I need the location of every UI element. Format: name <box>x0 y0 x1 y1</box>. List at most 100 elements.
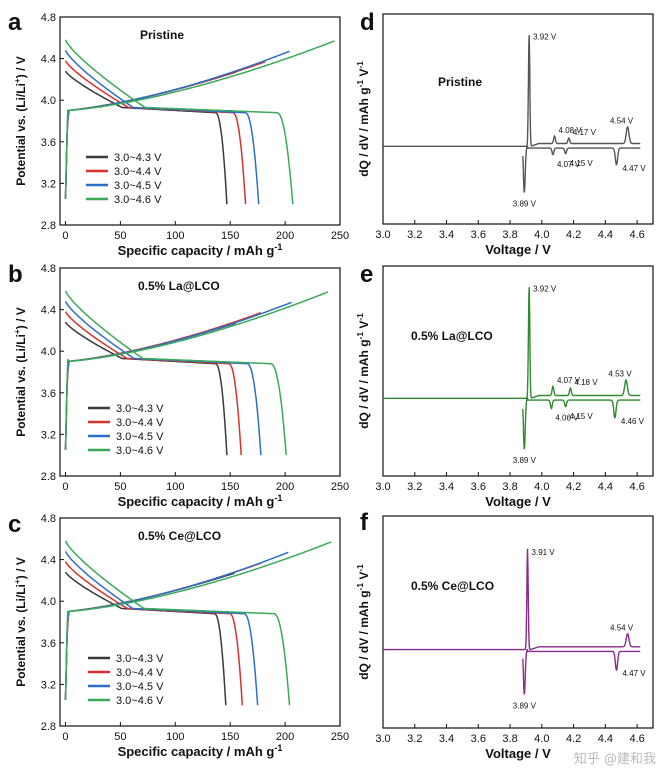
plot-frame <box>59 267 341 477</box>
x-axis-label-part: Specific capacity / mAh g <box>118 243 275 258</box>
panel-letter-d: d <box>360 9 375 36</box>
x-axis-label-part: -1 <box>274 493 282 503</box>
x-tick-label: 3.0 <box>375 733 390 745</box>
legend-label: 3.0~4.5 V <box>116 431 164 443</box>
x-tick-label: 50 <box>114 731 126 743</box>
peak-label: 4.06 V <box>555 414 579 423</box>
x-tick-label: 3.0 <box>375 229 390 241</box>
y-axis-label-part: Potential vs. (Li/Li <box>14 584 28 687</box>
peak-label: 4.47 V <box>622 164 646 173</box>
plot-frame <box>382 13 654 225</box>
x-axis-label-part: Voltage / V <box>485 242 551 257</box>
discharge-dqdv-curve <box>522 145 641 193</box>
y-axis-label-part: -1 <box>355 564 365 572</box>
sample-title: 0.5% Ce@LCO <box>411 579 494 593</box>
charge-curve-1 <box>64 60 266 200</box>
y-axis-label: Potential vs. (Li/Li+) / V <box>12 307 28 437</box>
panel-d: d 3.0 3.2 3.4 3.6 3.8 4.0 4.2 4.4 4.6 Voltage / V d… <box>355 9 654 257</box>
y-axis-label: Potential vs. (Li/Li+) / V <box>12 56 28 186</box>
y-axis-label-part: dQ / dV / mAh g <box>357 339 371 428</box>
x-tick-label: 4.2 <box>566 229 581 241</box>
x-axis-label-part: Specific capacity / mAh g <box>118 744 275 759</box>
x-axis-label: Specific capacity / mAh g-1 <box>118 493 283 509</box>
x-axis-label: Specific capacity / mAh g-1 <box>118 242 283 258</box>
y-tick-label: 4.0 <box>41 596 56 608</box>
x-tick-label: 3.8 <box>502 733 517 745</box>
y-axis-label-part: + <box>12 579 22 584</box>
y-axis-label-part: V <box>357 69 371 80</box>
peak-label: 3.89 V <box>513 701 537 710</box>
charge-curve-3 <box>64 40 335 200</box>
y-axis-label-part: -1 <box>355 313 365 321</box>
x-tick-label: 4.4 <box>598 229 613 241</box>
panel-letter-f: f <box>360 509 369 536</box>
legend-label: 3.0~4.3 V <box>114 152 162 164</box>
panel-c: c 0 50 100 150 200 250 2.8 3.2 3.6 4.0 4.4 4.8 Specif… <box>8 511 349 759</box>
x-axis-label-part: Voltage / V <box>485 494 551 509</box>
peak-label: 4.15 V <box>570 412 594 421</box>
x-tick-label: 200 <box>276 230 294 242</box>
x-tick-label: 50 <box>114 481 126 493</box>
discharge-curve-3 <box>64 540 291 706</box>
peak-label: 4.54 V <box>610 624 634 633</box>
x-tick-label: 4.4 <box>598 481 613 493</box>
charge-curve-1 <box>64 561 263 701</box>
legend-label: 3.0~4.5 V <box>116 681 164 693</box>
y-axis-label-part: dQ / dV / mAh g <box>357 87 371 176</box>
x-tick-label: 4.0 <box>534 733 549 745</box>
y-axis-label-part: Potential vs. (Li/Li <box>14 83 28 186</box>
legend-label: 3.0~4.6 V <box>116 695 164 707</box>
y-axis-label: Potential vs. (Li/Li+) / V <box>12 557 28 687</box>
x-tick-label: 50 <box>114 230 126 242</box>
y-tick-label: 2.8 <box>41 220 56 232</box>
x-tick-label: 0 <box>62 481 68 493</box>
x-axis-label: Voltage / V <box>485 242 551 257</box>
x-axis-label: Specific capacity / mAh g-1 <box>118 743 283 759</box>
peak-label: 3.92 V <box>533 33 557 42</box>
x-tick-label: 4.6 <box>629 481 644 493</box>
x-tick-label: 4.0 <box>534 229 549 241</box>
peak-label: 4.08 V <box>559 126 583 135</box>
x-axis-label-part: -1 <box>274 743 282 753</box>
y-axis-label: dQ / dV / mAh g-1 V-1 <box>355 61 371 177</box>
y-tick-label: 3.2 <box>41 178 56 190</box>
x-tick-label: 3.6 <box>471 481 486 493</box>
discharge-curve-3 <box>64 290 287 456</box>
x-tick-label: 3.4 <box>439 229 454 241</box>
x-tick-label: 4.4 <box>598 733 613 745</box>
charge-dqdv-curve <box>383 287 641 399</box>
legend-label: 3.0~4.4 V <box>114 166 162 178</box>
y-tick-label: 4.8 <box>41 513 56 525</box>
x-tick-label: 4.6 <box>629 229 644 241</box>
panel-letter-a: a <box>8 9 22 36</box>
peak-label: 3.91 V <box>532 548 556 557</box>
plot-frame <box>382 265 654 477</box>
y-tick-label: 3.6 <box>41 638 56 650</box>
x-tick-label: 4.2 <box>566 733 581 745</box>
x-tick-label: 3.4 <box>439 481 454 493</box>
x-tick-label: 250 <box>331 481 349 493</box>
y-tick-label: 4.8 <box>41 12 56 24</box>
x-tick-label: 200 <box>276 481 294 493</box>
y-axis-label-part: -1 <box>355 61 365 69</box>
legend-label: 3.0~4.3 V <box>116 653 164 665</box>
x-tick-label: 3.2 <box>407 229 422 241</box>
y-axis-label-part: ) / V <box>14 56 28 78</box>
panel-f: f 3.0 3.2 3.4 3.6 3.8 4.0 4.2 4.4 4.6 Voltage / V d… <box>355 509 654 761</box>
x-tick-label: 3.2 <box>407 481 422 493</box>
x-tick-label: 3.6 <box>471 733 486 745</box>
y-axis-label-part: ) / V <box>14 307 28 329</box>
peak-label: 4.46 V <box>621 417 645 426</box>
legend-label: 3.0~4.6 V <box>114 194 162 206</box>
y-tick-label: 4.4 <box>41 54 56 66</box>
peak-label: 3.92 V <box>533 285 557 294</box>
y-axis-label-part: V <box>357 572 371 583</box>
y-tick-label: 4.4 <box>41 305 56 317</box>
x-tick-label: 100 <box>166 230 184 242</box>
x-tick-label: 4.6 <box>629 733 644 745</box>
sample-title: 0.5% Ce@LCO <box>138 529 221 543</box>
y-tick-label: 4.4 <box>41 555 56 567</box>
sample-title: 0.5% La@LCO <box>138 279 220 293</box>
y-tick-label: 4.0 <box>41 346 56 358</box>
